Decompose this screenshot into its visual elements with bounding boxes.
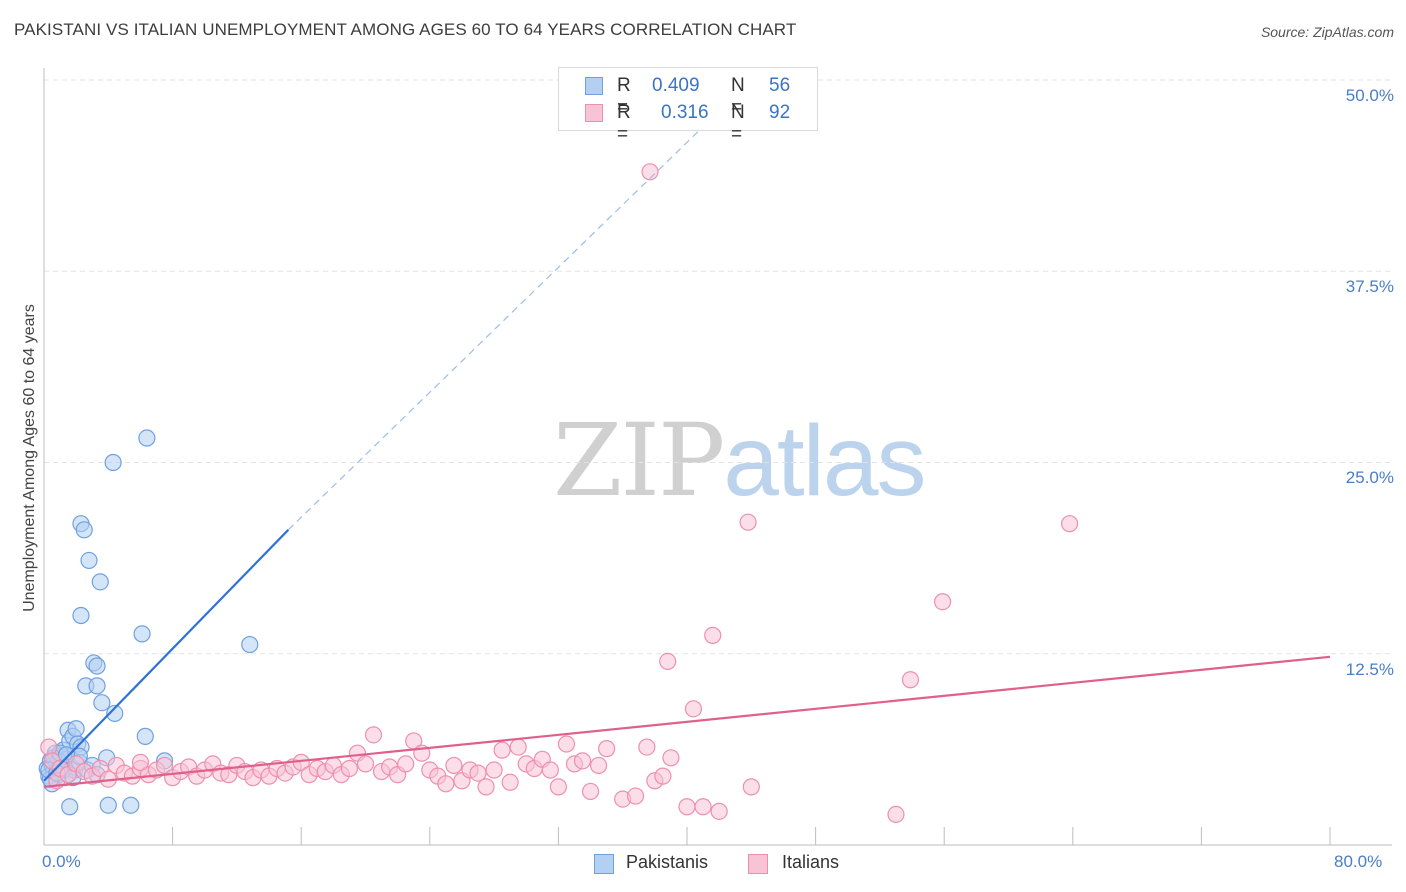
italians-point xyxy=(581,782,600,801)
italians-point xyxy=(501,773,519,791)
italians-point xyxy=(477,778,495,796)
italians-point xyxy=(340,759,359,778)
pakistanis-point xyxy=(67,720,85,738)
italians-point xyxy=(469,764,487,782)
y-tick-label-25: 25.0% xyxy=(1345,468,1394,487)
pakistanis-trend-extension xyxy=(287,87,744,531)
italians-point xyxy=(598,740,616,758)
italians-n-value: 92 xyxy=(769,102,791,123)
italians-point xyxy=(638,738,656,756)
italians-point xyxy=(742,778,760,796)
italians-point xyxy=(364,726,383,744)
watermark: ZIPatlas xyxy=(553,402,927,519)
r-label: R = xyxy=(617,102,631,145)
italians-point xyxy=(710,802,728,820)
stats-legend: R = 0.409 N = 56 R = 0.316 N = 92 xyxy=(558,67,818,145)
italians-point xyxy=(356,755,375,773)
italians-point xyxy=(493,741,511,759)
pakistanis-point xyxy=(61,798,79,816)
pakistanis-point xyxy=(75,521,93,539)
italians-point xyxy=(933,593,952,611)
source-label: Source: ZipAtlas.com xyxy=(1260,24,1394,40)
italians-point xyxy=(557,735,576,753)
x-tick-label-min: 0.0% xyxy=(42,852,81,871)
italians-point xyxy=(739,513,757,531)
italians-point xyxy=(541,761,559,779)
pakistanis-point xyxy=(136,727,154,745)
italians-trend-line xyxy=(43,655,1331,788)
italians-point xyxy=(155,756,174,775)
watermark-zip: ZIP xyxy=(553,402,725,519)
y-tick-label-37-5: 37.5% xyxy=(1345,277,1394,296)
pakistanis-point xyxy=(91,573,109,591)
italians-swatch xyxy=(585,104,603,122)
italians-point xyxy=(437,775,455,793)
italians-legend-swatch xyxy=(748,854,768,874)
italians-point xyxy=(131,753,150,771)
pakistanis-point xyxy=(93,694,111,712)
pakistanis-trend-line xyxy=(43,529,290,782)
italians-point xyxy=(485,761,503,779)
italians-point xyxy=(678,798,696,816)
y-tick-label-50: 50.0% xyxy=(1345,86,1394,105)
pakistanis-point xyxy=(104,453,122,472)
italians-point xyxy=(573,752,592,770)
italians-r-value: 0.316 xyxy=(661,102,709,123)
italians-point xyxy=(659,652,677,671)
pakistanis-point xyxy=(80,551,98,570)
pakistanis-point xyxy=(138,429,156,447)
italians-point xyxy=(397,755,415,773)
pakistanis-point xyxy=(133,625,151,643)
pakistanis-point xyxy=(241,635,259,654)
chart-title: PAKISTANI VS ITALIAN UNEMPLOYMENT AMONG … xyxy=(14,20,797,39)
pakistanis-point xyxy=(72,606,90,625)
pakistanis-point xyxy=(106,704,124,723)
pakistanis-r-value: 0.409 xyxy=(652,75,700,96)
pakistanis-point xyxy=(88,677,106,695)
pakistanis-point xyxy=(88,657,106,675)
italians-point xyxy=(509,738,527,756)
n-label: N = xyxy=(731,75,745,118)
italians-legend-label: Italians xyxy=(782,852,840,872)
italians-point xyxy=(662,749,680,767)
r-label: R = xyxy=(617,75,631,118)
italians-point xyxy=(589,756,608,775)
pakistanis-point xyxy=(99,796,117,814)
y-tick-label-12-5: 12.5% xyxy=(1345,660,1394,679)
italians-point xyxy=(641,163,659,181)
italians-point xyxy=(445,756,463,775)
pakistanis-legend-swatch xyxy=(594,854,614,874)
pakistanis-swatch xyxy=(585,77,603,95)
pakistanis-point xyxy=(122,796,140,814)
italians-point xyxy=(684,700,703,718)
n-label: N = xyxy=(731,102,745,145)
pakistanis-legend-label: Pakistanis xyxy=(626,852,709,872)
italians-point xyxy=(704,626,722,644)
italians-point xyxy=(626,787,645,805)
italians-point xyxy=(1060,515,1079,533)
watermark-atlas: atlas xyxy=(723,405,926,517)
italians-point xyxy=(654,767,672,785)
x-tick-label-max: 80.0% xyxy=(1334,852,1383,871)
italians-point xyxy=(694,798,712,816)
italians-point xyxy=(901,671,920,689)
pakistanis-n-value: 56 xyxy=(769,75,791,96)
italians-point xyxy=(887,805,905,824)
italians-point xyxy=(549,778,568,796)
